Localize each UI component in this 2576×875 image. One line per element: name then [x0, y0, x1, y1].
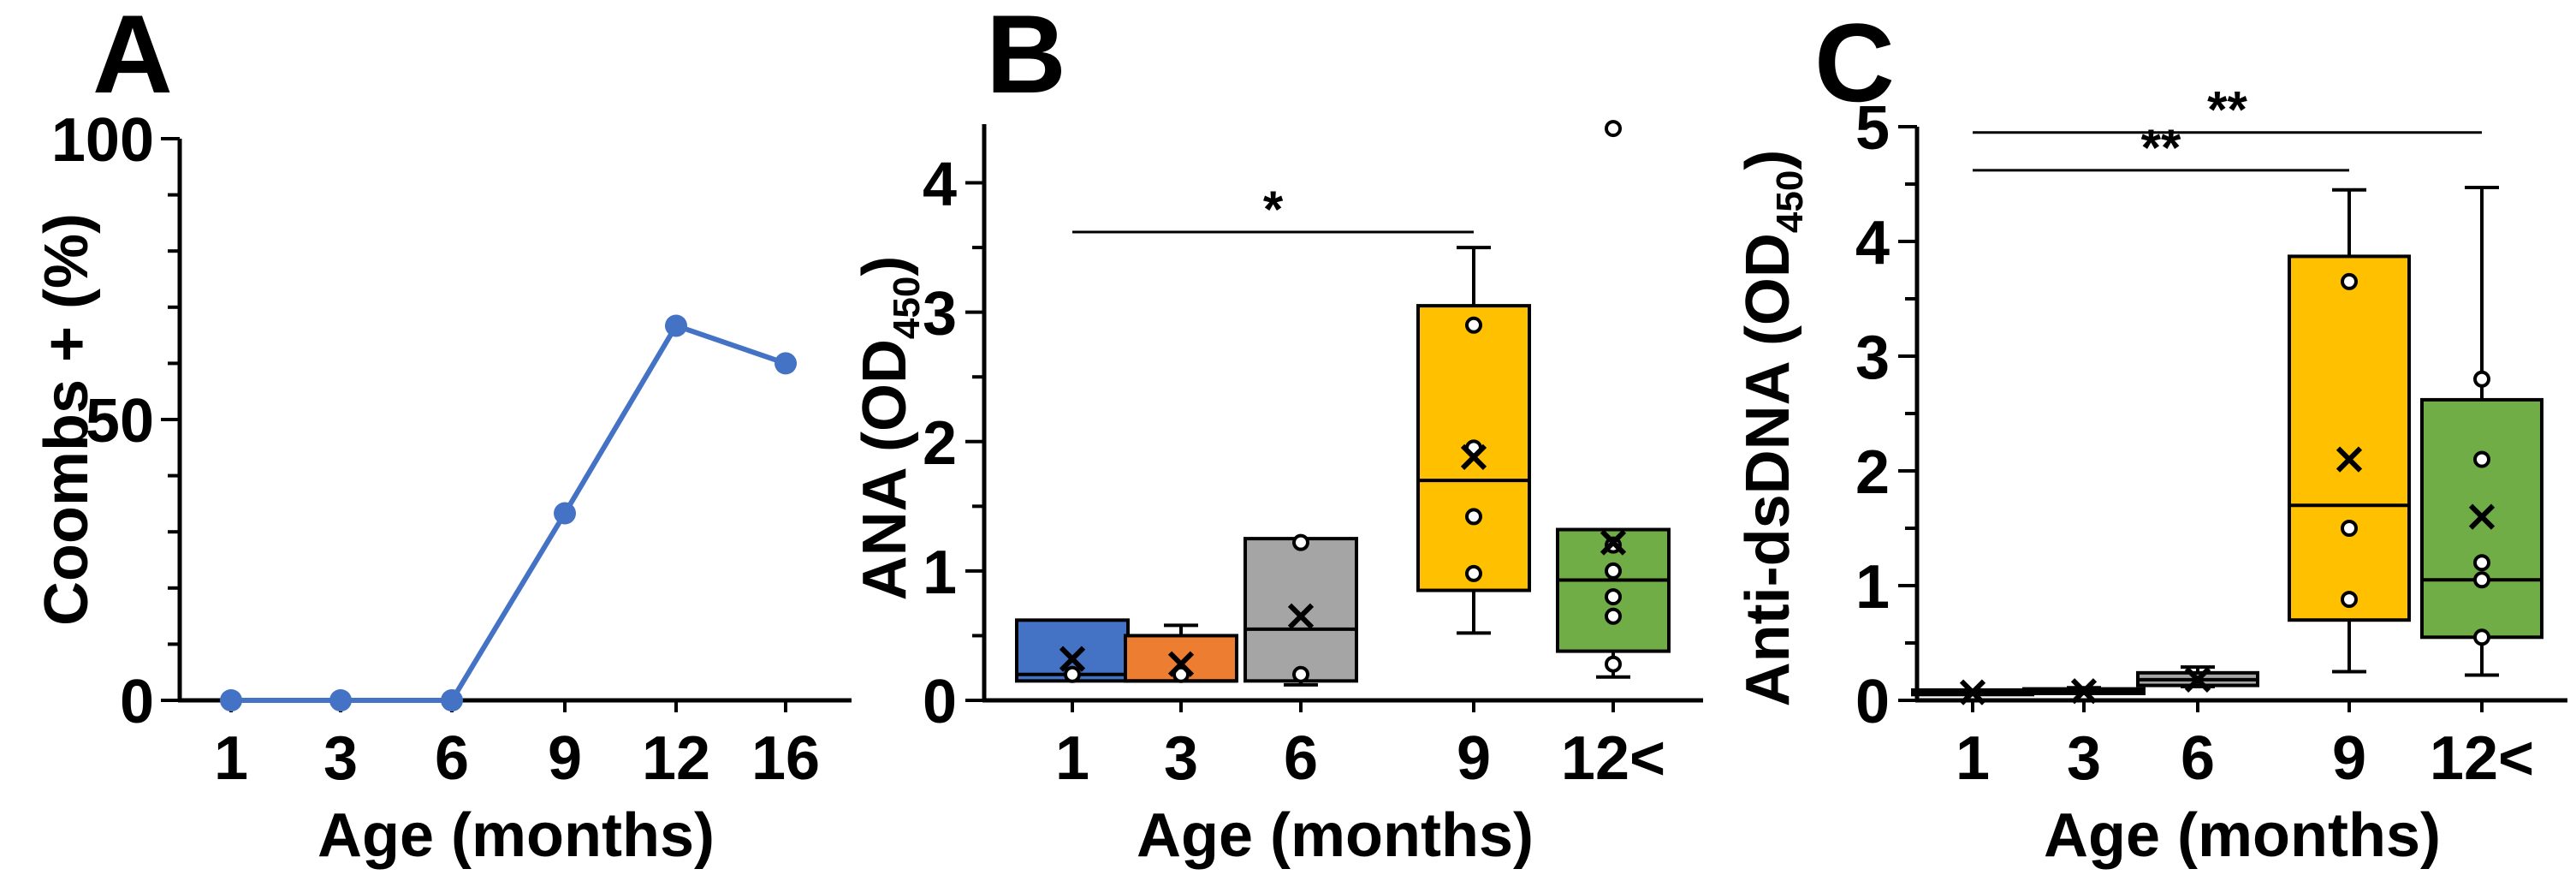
y-tick-label: 1 — [1855, 553, 1890, 622]
data-point — [1465, 508, 1482, 526]
y-tick-label: 3 — [923, 280, 957, 348]
x-axis-title: Age (months) — [318, 801, 715, 870]
panel-a-letter: A — [92, 0, 173, 116]
x-tick-label: 3 — [2067, 724, 2101, 793]
x-tick-label: 3 — [1164, 724, 1198, 793]
data-point — [2473, 450, 2490, 468]
x-tick-label: 12< — [2430, 724, 2534, 793]
x-tick-label: 1 — [1055, 724, 1089, 793]
data-point — [1605, 607, 1622, 625]
data-point — [1605, 120, 1622, 138]
y-tick-label: 0 — [120, 668, 154, 736]
panel-b-letter: B — [986, 0, 1066, 116]
mean-marker — [1287, 603, 1315, 629]
x-tick-label: 16 — [751, 724, 820, 793]
data-point — [1605, 562, 1622, 580]
x-tick-label: 6 — [435, 724, 469, 793]
data-point — [2341, 272, 2358, 290]
y-tick-label: 2 — [1855, 438, 1890, 507]
data-point — [1292, 665, 1309, 683]
x-tick-label: 1 — [214, 724, 248, 793]
y-tick-label: 4 — [923, 151, 957, 219]
y-axis-title-subscript: 450 — [1769, 170, 1811, 233]
x-tick-label: 9 — [2332, 724, 2366, 793]
mean-marker — [2184, 666, 2211, 693]
x-tick-label: 9 — [1457, 724, 1491, 793]
mean-marker — [2336, 446, 2363, 473]
data-point — [1064, 665, 1081, 683]
x-tick-label: 9 — [548, 724, 582, 793]
y-axis-title-main: Anti-dsDNA (OD — [1734, 233, 1802, 706]
y-axis-title-end: ) — [1734, 150, 1802, 170]
y-tick-label: 4 — [1855, 209, 1890, 277]
box — [1243, 537, 1358, 683]
y-tick-label: 0 — [1855, 668, 1890, 736]
x-tick-label: 6 — [2181, 724, 2215, 793]
data-point — [2341, 520, 2358, 537]
panel-b-box-plot: 0 1 2 3 4 1 3 6 9 12< * Age (months) ANA (OD450) — [851, 120, 1703, 870]
data-point — [665, 314, 687, 337]
mean-marker — [1600, 529, 1627, 556]
y-tick-label: 3 — [1855, 324, 1890, 392]
data-point — [2473, 571, 2490, 589]
significance-label: * — [1263, 181, 1284, 238]
y-axis-title: Coombs + (%) — [33, 213, 101, 626]
y-axis-title-end: ) — [851, 256, 919, 277]
data-point — [554, 502, 576, 525]
significance-label: ** — [2207, 81, 2247, 139]
y-tick-label: 5 — [1855, 94, 1890, 163]
x-tick-label: 1 — [1956, 724, 1990, 793]
series-line — [231, 322, 786, 703]
data-point — [1465, 564, 1482, 582]
data-point — [2473, 628, 2490, 646]
data-point — [441, 689, 463, 711]
x-axis-title: Age (months) — [1137, 801, 1534, 870]
x-tick-label: 12< — [1561, 724, 1665, 793]
data-point — [220, 689, 242, 711]
y-tick-label: 2 — [923, 409, 957, 478]
y-axis-title-subscript: 450 — [886, 277, 928, 339]
mean-marker — [2468, 503, 2496, 530]
box — [2288, 254, 2411, 622]
y-tick-label: 50 — [86, 387, 154, 455]
x-tick-label: 12 — [642, 724, 710, 793]
x-axis-title: Age (months) — [2044, 801, 2441, 870]
mean-marker — [2070, 678, 2098, 705]
data-point — [2473, 554, 2490, 572]
significance-label: ** — [2141, 119, 2181, 176]
y-axis-title: ANA (OD450) — [851, 256, 928, 601]
data-point — [1292, 533, 1309, 551]
y-axis-title: Anti-dsDNA (OD450) — [1734, 150, 1811, 707]
data-point — [1605, 655, 1622, 673]
data-point — [329, 689, 352, 711]
data-point — [1465, 316, 1482, 334]
data-point — [1605, 588, 1622, 606]
y-tick-label: 100 — [51, 106, 154, 175]
panel-a-line-chart: 0 50 100 1 3 6 9 12 16 Age (months) Coombs + (%) — [33, 106, 852, 870]
data-point — [2473, 370, 2490, 388]
mean-marker — [1460, 443, 1487, 471]
y-tick-label: 1 — [923, 539, 957, 607]
panel-c-letter: C — [1814, 0, 1895, 125]
y-axis-title-main: ANA (OD — [851, 339, 919, 600]
y-tick-label: 0 — [923, 668, 957, 736]
mean-marker — [1059, 646, 1086, 672]
x-tick-label: 6 — [1284, 724, 1318, 793]
mean-marker — [1167, 651, 1195, 677]
x-tick-label: 3 — [323, 724, 358, 793]
data-point — [2341, 591, 2358, 609]
mean-marker — [1959, 679, 1986, 705]
data-point — [775, 352, 797, 375]
